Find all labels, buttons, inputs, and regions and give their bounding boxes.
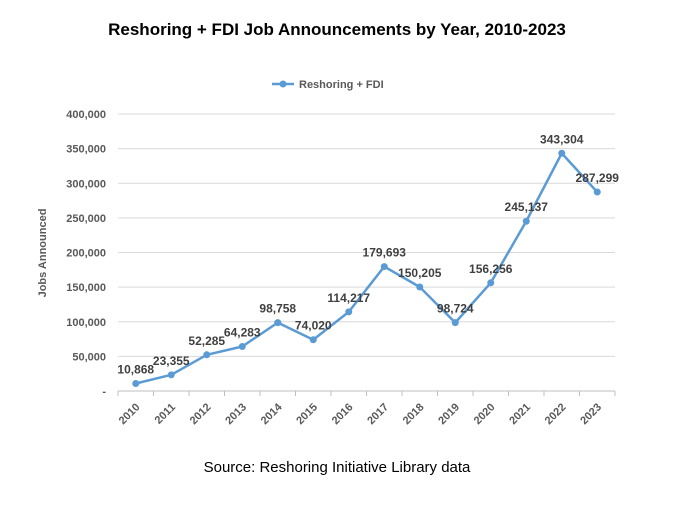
x-tick-label: 2015 [294,401,320,427]
y-tick-label: 300,000 [66,178,106,190]
series-line [135,152,599,385]
x-axis-ticks: 2010 2011 2012 2013 2014 2015 2016 2017 2018 2019… [117,401,604,427]
data-label: 114,217 [327,291,370,305]
data-label: 98,758 [259,302,296,316]
data-label: 10,868 [117,362,154,376]
x-tick-label: 2022 [543,401,569,427]
x-tick-label: 2018 [401,401,427,427]
data-label: 150,205 [398,266,442,280]
data-point [238,342,246,350]
data-label: 179,693 [363,246,407,260]
data-point [416,283,424,291]
data-point [380,263,388,271]
data-point [593,188,601,196]
data-label: 74,020 [295,319,332,333]
data-point [309,336,317,344]
data-label: 245,137 [505,200,549,214]
x-tick-label: 2011 [153,401,178,426]
y-tick-label: 100,000 [66,317,106,329]
data-label: 98,724 [437,302,474,316]
data-point [132,379,140,387]
y-tick-label: - [102,386,106,398]
series [132,149,601,387]
x-tick-label: 2010 [117,401,143,427]
axes [117,390,616,396]
data-point [274,319,282,327]
legend-point-marker [279,80,287,88]
chart-title: Reshoring + FDI Job Announcements by Yea… [108,20,566,39]
data-point [345,308,353,316]
data-point [522,217,530,225]
x-tick-label: 2013 [223,401,249,427]
data-label: 156,256 [469,262,513,276]
gridlines [118,113,615,357]
data-label: 287,299 [576,171,620,185]
x-tick-label: 2019 [436,401,462,427]
y-tick-label: 50,000 [72,351,106,363]
data-label: 64,283 [224,325,261,339]
y-tick-label: 150,000 [66,282,106,294]
legend-label: Reshoring + FDI [299,79,384,91]
y-tick-label: 400,000 [66,109,106,121]
x-tick-label: 2023 [578,401,604,427]
x-tick-label: 2014 [259,401,285,427]
data-point [451,319,459,327]
data-label: 23,355 [153,354,190,368]
legend: Reshoring + FDI [272,79,384,91]
data-label: 52,285 [188,334,225,348]
data-point [487,279,495,287]
x-tick-label: 2016 [330,401,356,427]
y-axis-ticks: - 50,000 100,000 150,000 200,000 250,000 300,0… [66,109,106,398]
data-label: 343,304 [540,132,584,146]
x-tick-label: 2021 [507,401,533,427]
x-tick-label: 2012 [188,401,214,427]
y-tick-label: 350,000 [66,144,106,156]
y-axis-title: Jobs Announced [37,209,49,298]
source-note: Source: Reshoring Initiative Library dat… [203,459,471,476]
x-tick-label: 2017 [365,401,391,427]
y-tick-label: 250,000 [66,213,106,225]
y-tick-label: 200,000 [66,248,106,260]
data-point [203,351,211,359]
data-point [558,149,566,157]
x-tick-label: 2020 [472,401,498,427]
data-point [167,371,175,379]
